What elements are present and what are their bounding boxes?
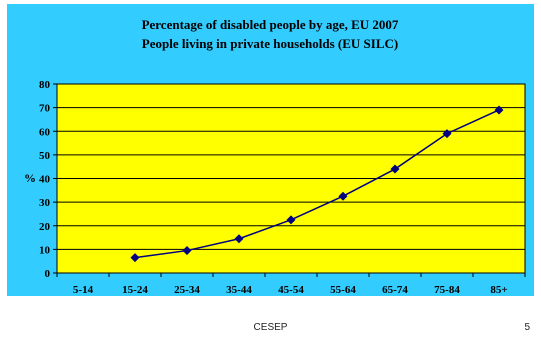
x-tick-label: 45-54 xyxy=(278,284,304,296)
y-axis: 0 10 20 30 40 50 60 70 80 xyxy=(39,79,57,280)
y-tick-label: 50 xyxy=(39,150,51,162)
data-point-marker xyxy=(182,246,192,256)
x-tick-label: 25-34 xyxy=(174,284,200,296)
x-tick-label: 85+ xyxy=(490,284,507,296)
y-tick-label: 0 xyxy=(45,268,51,280)
chart-subtitle: People living in private households (EU … xyxy=(142,36,398,51)
page-number: 5 xyxy=(524,322,530,333)
y-tick-label: 20 xyxy=(39,221,51,233)
data-markers xyxy=(130,105,504,263)
y-tick-label: 70 xyxy=(39,103,51,115)
y-tick-label: 30 xyxy=(39,197,51,209)
x-tick-label: 65-74 xyxy=(382,284,408,296)
data-point-marker xyxy=(286,215,296,225)
y-tick-label: 10 xyxy=(39,244,51,256)
data-point-marker xyxy=(494,105,504,115)
x-tick-label: 35-44 xyxy=(226,284,252,296)
y-tick-label: 40 xyxy=(39,174,51,186)
y-tick-label: 80 xyxy=(39,79,51,91)
footer-label: CESEP xyxy=(253,322,288,333)
data-point-marker xyxy=(234,234,244,244)
x-tick-label: 75-84 xyxy=(434,284,460,296)
x-tick-label: 55-64 xyxy=(330,284,356,296)
chart-title: Percentage of disabled people by age, EU… xyxy=(142,17,399,32)
data-point-marker xyxy=(390,164,400,174)
data-point-marker xyxy=(130,253,140,263)
x-tick-label: 5-14 xyxy=(73,284,94,296)
series-line xyxy=(134,109,500,259)
y-tick-label: 60 xyxy=(39,126,51,138)
data-point-marker xyxy=(338,191,348,201)
y-axis-label: % xyxy=(24,171,36,185)
data-point-marker xyxy=(442,129,452,139)
x-axis: 5-14 15-24 25-34 35-44 45-54 55-64 65-74 75-84 8… xyxy=(56,273,526,296)
x-tick-label: 15-24 xyxy=(122,284,148,296)
